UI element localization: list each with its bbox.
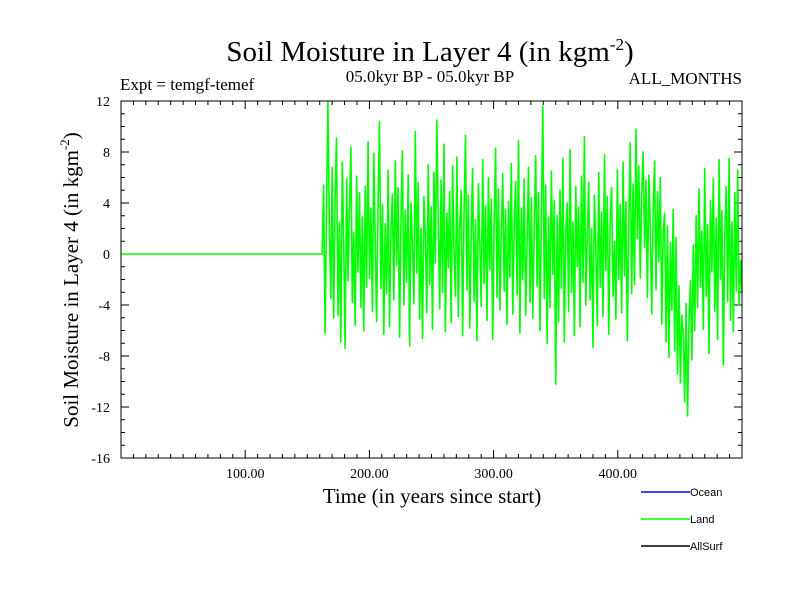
months-label: ALL_MONTHS <box>629 69 742 88</box>
x-tick-label: 200.00 <box>350 467 389 482</box>
y-tick-label: 0 <box>103 248 110 263</box>
chart-title: Soil Moisture in Layer 4 (in kgm-2) <box>226 35 633 68</box>
period-label: 05.0kyr BP - 05.0kyr BP <box>346 67 514 86</box>
legend-land-label: Land <box>690 514 714 526</box>
y-tick-labels: 12 8 4 0 -4 -8 -12 -16 <box>91 95 110 467</box>
legend: Ocean Land AllSurf <box>641 487 723 553</box>
y-tick-label: 8 <box>103 146 110 161</box>
tick-marks <box>121 100 742 459</box>
legend-ocean-label: Ocean <box>690 487 722 499</box>
y-tick-label: 4 <box>103 197 110 212</box>
plot-area <box>121 101 743 417</box>
y-tick-label: -12 <box>91 401 110 416</box>
y-tick-label: -4 <box>98 299 110 314</box>
legend-allsurf-label: AllSurf <box>690 541 723 553</box>
y-tick-label: -16 <box>91 452 110 467</box>
x-tick-label: 400.00 <box>599 467 638 482</box>
x-tick-label: 100.00 <box>226 467 265 482</box>
y-tick-label: -8 <box>98 350 110 365</box>
y-tick-label: 12 <box>96 95 110 110</box>
plot-frame <box>120 100 743 459</box>
x-tick-label: 300.00 <box>474 467 513 482</box>
x-tick-labels: 100.00 200.00 300.00 400.00 <box>226 467 637 482</box>
y-axis-label: Soil Moisture in Layer 4 (in kgm-2) <box>57 132 83 427</box>
x-axis-label: Time (in years since start) <box>323 484 542 508</box>
expt-label: Expt = temgf-temef <box>120 75 255 94</box>
land-series-line <box>121 101 743 417</box>
